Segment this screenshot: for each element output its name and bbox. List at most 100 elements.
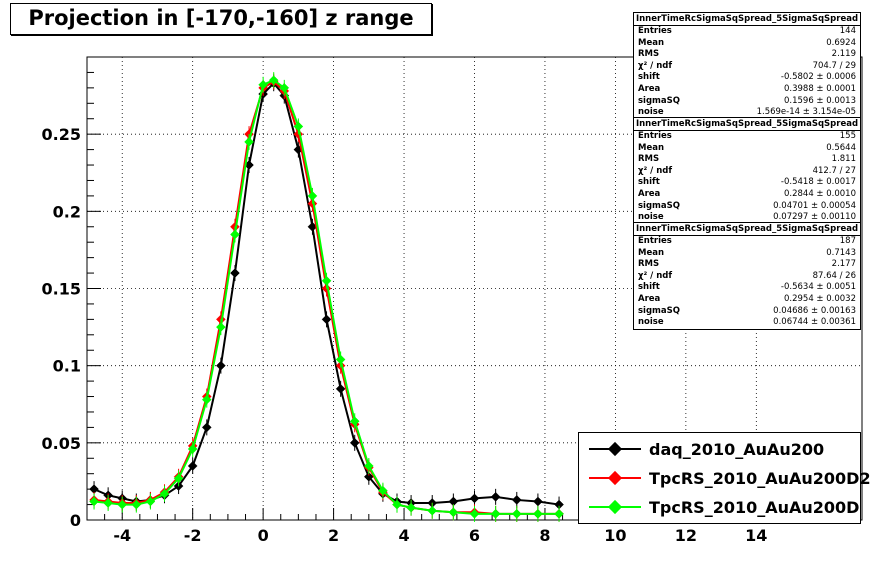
stats-value: 0.6924	[826, 37, 856, 48]
stats-row: Entries 187	[634, 236, 860, 248]
data-point-2	[268, 75, 279, 86]
stats-key: noise	[638, 317, 664, 328]
y-tick-label: 0.2	[53, 202, 81, 221]
y-tick-label: 0.25	[42, 125, 81, 144]
data-point-0	[187, 461, 198, 471]
data-point-2	[378, 485, 388, 496]
legend-marker-0	[607, 441, 623, 457]
data-point-2	[490, 508, 501, 519]
stats-key: shift	[638, 72, 660, 83]
data-point-2	[392, 499, 402, 510]
stats-key: Area	[638, 83, 661, 94]
legend-entry-2: TpcRS_2010_AuAu200D	[579, 493, 860, 521]
data-point-0	[511, 495, 522, 505]
stats-key: χ² / ndf	[638, 270, 673, 281]
legend-marker-1	[607, 470, 623, 486]
stats-value: 144	[839, 26, 856, 36]
stats-key: Area	[638, 188, 661, 199]
stats-header: InnerTimeRcSigmaSqSpread_5SigmaSqSpread	[634, 119, 860, 131]
stats-key: RMS	[638, 154, 660, 165]
stats-key: Mean	[638, 142, 665, 153]
x-tick-label: -2	[184, 526, 202, 545]
stats-value: 0.3988 ± 0.0001	[783, 83, 856, 94]
legend-label-1: TpcRS_2010_AuAu200D2	[649, 469, 871, 488]
legend-entry-1: TpcRS_2010_AuAu200D2	[579, 464, 871, 492]
data-point-2	[117, 499, 128, 510]
stats-key: Entries	[638, 236, 672, 246]
stats-value: -0.5802 ± 0.0006	[780, 72, 856, 83]
stats-row: RMS 2.119	[634, 49, 860, 61]
data-point-0	[335, 383, 346, 394]
data-point-0	[469, 493, 480, 504]
stats-key: noise	[638, 107, 664, 118]
data-point-2	[258, 79, 268, 90]
stats-key: noise	[638, 212, 664, 223]
stats-row: sigmaSQ 0.04701 ± 0.00054	[634, 201, 860, 213]
legend: daq_2010_AuAu200 TpcRS_2010_AuAu200D2 Tp…	[578, 432, 871, 524]
stats-value: 1.569e-14 ± 3.154e-05	[756, 107, 856, 118]
stats-value: 2.119	[831, 49, 856, 60]
stats-key: χ² / ndf	[638, 165, 673, 176]
stats-row: noise 0.06744 ± 0.00361	[634, 317, 860, 329]
data-point-2	[406, 502, 416, 513]
x-tick-label: 6	[469, 526, 480, 545]
data-point-0	[321, 314, 332, 325]
stats-key: Area	[638, 293, 661, 304]
stats-row: Mean 0.7143	[634, 248, 860, 260]
data-point-2	[103, 498, 113, 508]
data-point-2	[511, 508, 522, 519]
data-point-2	[554, 508, 564, 519]
stats-box-2: InnerTimeRcSigmaSqSpread_5SigmaSqSpread E…	[633, 222, 861, 330]
data-point-0	[490, 491, 501, 502]
stats-key: Entries	[638, 131, 672, 141]
stats-row: Entries 155	[634, 131, 860, 143]
data-point-2	[279, 83, 290, 93]
stats-row: χ² / ndf 412.7 / 27	[634, 166, 860, 178]
data-point-2	[201, 394, 212, 405]
data-point-2	[131, 499, 142, 510]
data-point-2	[321, 275, 332, 286]
legend-label-2: TpcRS_2010_AuAu200D	[649, 498, 860, 517]
stats-key: RMS	[638, 259, 660, 270]
stats-key: sigmaSQ	[638, 200, 680, 211]
stats-value: 704.7 / 29	[812, 60, 856, 71]
data-point-0	[201, 422, 212, 433]
x-tick-label: 12	[675, 526, 697, 545]
data-point-2	[173, 473, 184, 484]
stats-value: 0.2954 ± 0.0032	[783, 293, 856, 304]
y-tick-label: 0.1	[53, 357, 81, 376]
stats-row: noise 1.569e-14 ± 3.154e-05	[634, 107, 860, 119]
stats-row: Area 0.2844 ± 0.0010	[634, 189, 860, 201]
stats-header: InnerTimeRcSigmaSqSpread_5SigmaSqSpread	[634, 224, 860, 236]
data-point-2	[145, 496, 156, 507]
x-tick-label: 8	[539, 526, 550, 545]
data-point-2	[293, 121, 304, 132]
y-tick-label: 0.05	[42, 434, 81, 453]
x-tick-label: 2	[328, 526, 339, 545]
data-point-2	[363, 461, 374, 471]
stats-row: Entries 144	[634, 26, 860, 38]
data-point-2	[89, 496, 99, 507]
data-point-2	[427, 505, 438, 516]
stats-key: χ² / ndf	[638, 60, 673, 71]
stats-key: shift	[638, 177, 660, 188]
y-tick-label: 0.15	[42, 280, 81, 299]
data-point-2	[307, 191, 318, 201]
data-point-2	[244, 137, 254, 147]
stats-value: 0.06744 ± 0.00361	[773, 317, 856, 328]
stats-key: Entries	[638, 26, 672, 36]
stats-row: RMS 1.811	[634, 154, 860, 166]
data-point-2	[335, 354, 346, 365]
data-point-2	[349, 416, 360, 427]
stats-value: 0.1596 ± 0.0013	[783, 95, 856, 106]
x-tick-label: 0	[258, 526, 269, 545]
stats-box-1: InnerTimeRcSigmaSqSpread_5SigmaSqSpread E…	[633, 117, 861, 225]
stats-row: Area 0.3988 ± 0.0001	[634, 84, 860, 96]
stats-header: InnerTimeRcSigmaSqSpread_5SigmaSqSpread	[634, 14, 860, 26]
stats-key: Mean	[638, 247, 665, 258]
data-point-2	[533, 508, 543, 519]
stats-value: 155	[839, 131, 856, 141]
data-point-2	[216, 322, 226, 332]
legend-marker-2	[607, 499, 623, 515]
stats-value: 1.811	[831, 154, 856, 165]
